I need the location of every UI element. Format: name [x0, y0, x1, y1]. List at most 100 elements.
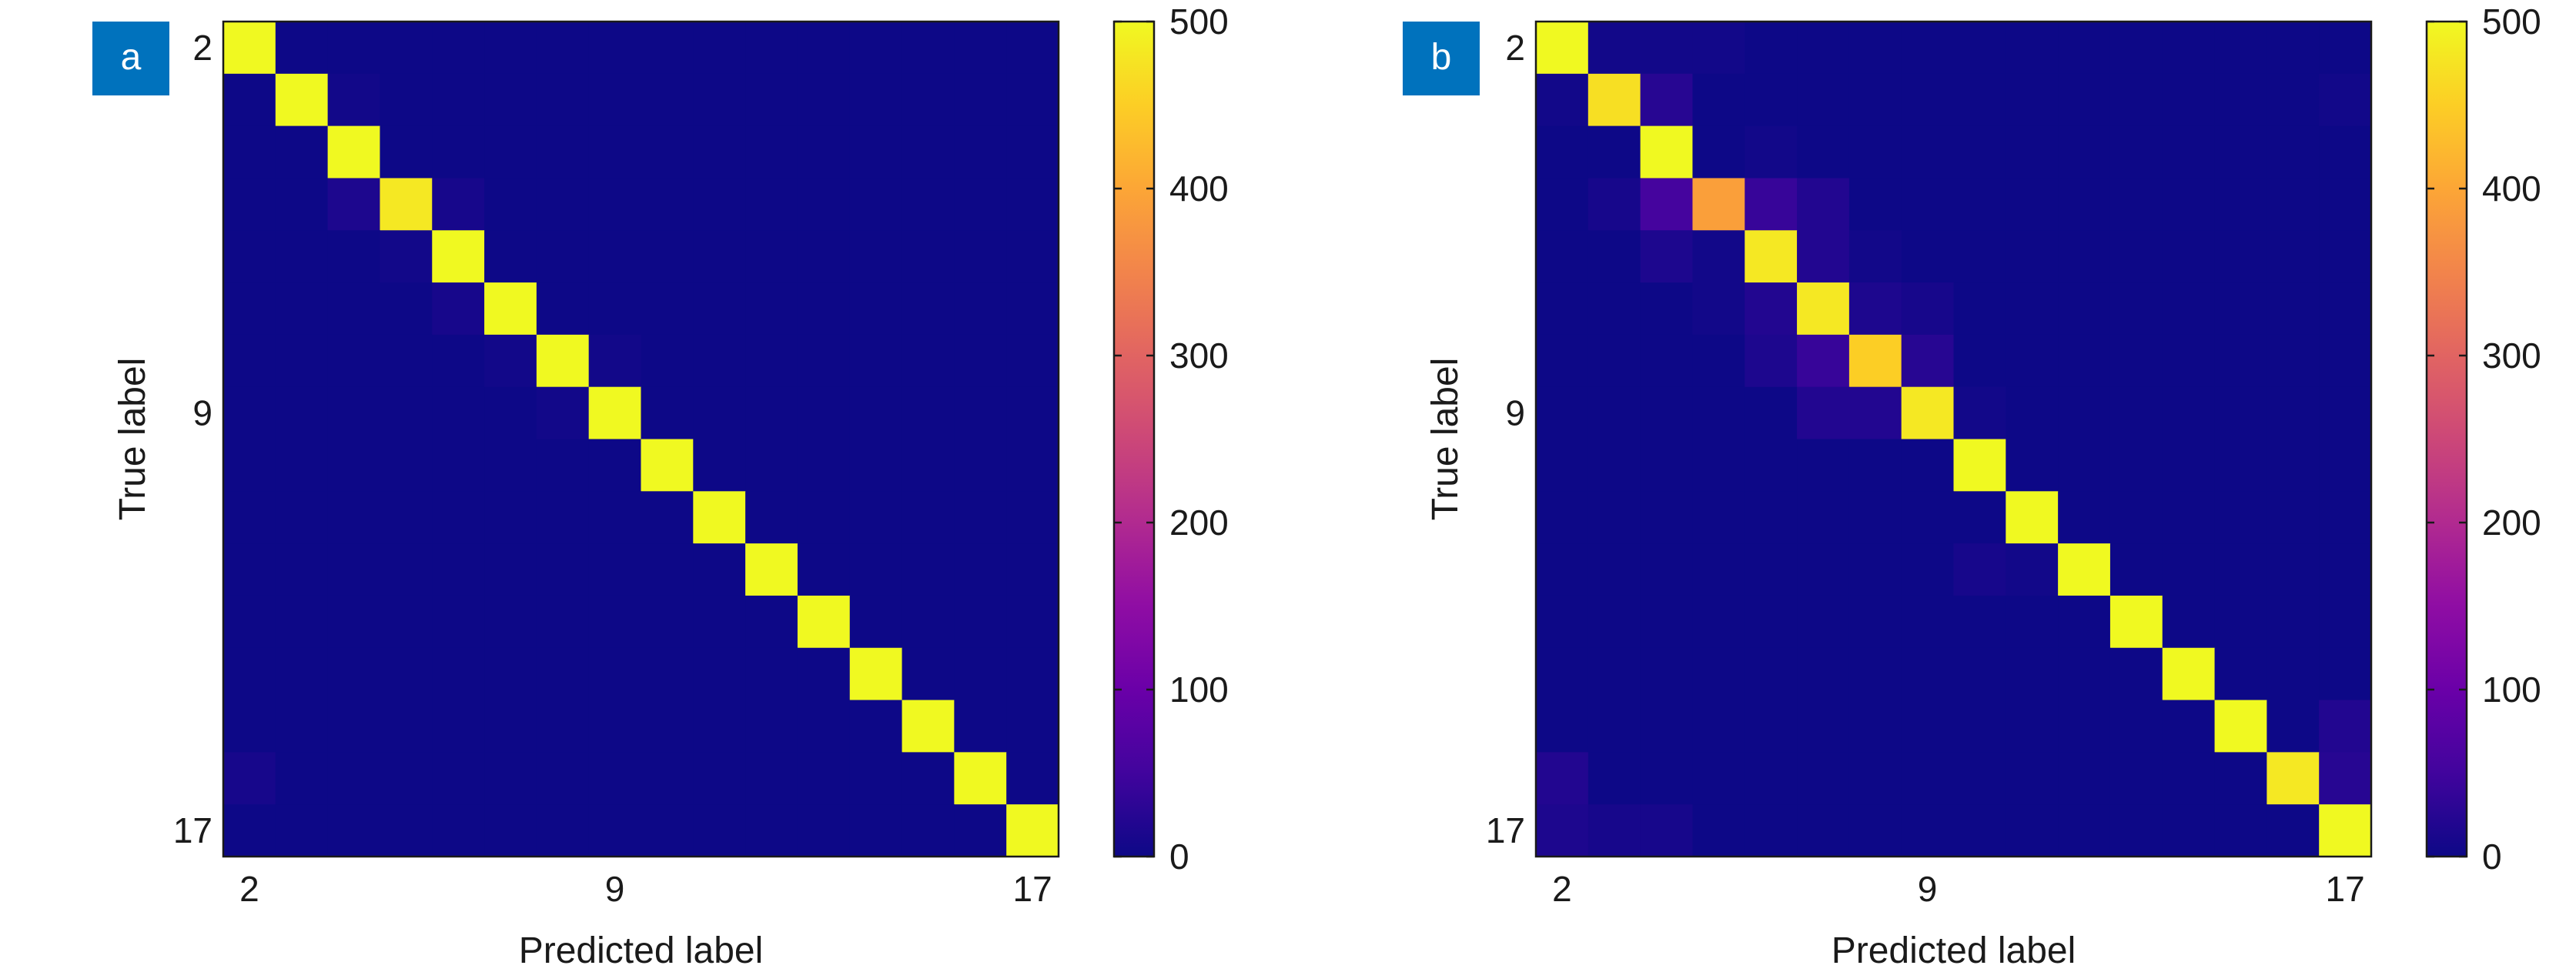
heatmap-cell-r13-c4 — [1640, 595, 1694, 649]
heatmap-cell-r2-c6 — [432, 22, 485, 75]
heatmap-cell-r7-c9 — [588, 282, 642, 336]
heatmap-cell-r12-c12 — [745, 543, 798, 596]
heatmap-cell-r12-c15 — [902, 543, 955, 596]
heatmap-cell-r9-c16 — [954, 386, 1007, 440]
y-tick-label: 9 — [192, 393, 212, 433]
heatmap-cell-r9-c17 — [1006, 386, 1059, 440]
heatmap-cell-r2-c14 — [2162, 22, 2216, 75]
heatmap-cell-r2-c2 — [1536, 22, 1589, 75]
heatmap-cell-r4-c7 — [1797, 125, 1850, 179]
heatmap-cell-r15-c8 — [1848, 700, 1902, 753]
heatmap-cell-r15-c12 — [2058, 700, 2111, 753]
heatmap-cell-r14-c15 — [902, 647, 955, 701]
heatmap-cell-r4-c9 — [1901, 125, 1955, 179]
heatmap-cell-r7-c13 — [2109, 282, 2163, 336]
heatmap-cell-r8-c10 — [1953, 334, 2006, 388]
heatmap-cell-r12-c7 — [484, 543, 537, 596]
heatmap-cell-r10-c4 — [327, 439, 381, 492]
heatmap-cell-r15-c7 — [1797, 700, 1850, 753]
heatmap-frame — [222, 20, 1060, 858]
heatmap-cell-r3-c8 — [536, 73, 590, 127]
heatmap-cell-r7-c3 — [1587, 282, 1641, 336]
heatmap-cell-r6-c12 — [2058, 230, 2111, 283]
heatmap-cell-r8-c13 — [2109, 334, 2163, 388]
heatmap-cell-r4-c15 — [902, 125, 955, 179]
heatmap-cell-r3-c9 — [588, 73, 642, 127]
heatmap-cell-r6-c3 — [275, 230, 329, 283]
heatmap-cell-r10-c6 — [432, 439, 485, 492]
heatmap-cell-r15-c11 — [693, 700, 746, 753]
heatmap-cell-r9-c9 — [1901, 386, 1955, 440]
heatmap-cell-r14-c7 — [1797, 647, 1850, 701]
colorbar-tick-label: 300 — [2482, 336, 2541, 376]
heatmap-cell-r15-c14 — [2162, 700, 2216, 753]
heatmap-cell-r6-c14 — [2162, 230, 2216, 283]
heatmap-cell-r14-c4 — [1640, 647, 1694, 701]
heatmap-cell-r12-c13 — [2109, 543, 2163, 596]
heatmap-cell-r6-c8 — [536, 230, 590, 283]
panel-badge-letter: b — [1431, 37, 1452, 78]
heatmap-cell-r4-c12 — [745, 125, 798, 179]
heatmap-cell-r14-c7 — [484, 647, 537, 701]
heatmap-cell-r6-c17 — [2319, 230, 2372, 283]
x-tick-label: 2 — [239, 869, 259, 909]
heatmap-cell-r11-c7 — [1797, 491, 1850, 544]
confusion-matrix-panel-b: 2 9 17 2 9 17 Predicted label True label b 0 100 20… — [1403, 2, 2541, 971]
heatmap-cell-r14-c8 — [536, 647, 590, 701]
heatmap-cell-r6-c10 — [1953, 230, 2006, 283]
heatmap-cell-r12-c11 — [693, 543, 746, 596]
heatmap-cell-r4-c4 — [327, 125, 381, 179]
heatmap-cell-r12-c12 — [2058, 543, 2111, 596]
heatmap-cell-r15-c3 — [275, 700, 329, 753]
heatmap-cell-r14-c14 — [2162, 647, 2216, 701]
heatmap-cell-r12-c14 — [849, 543, 903, 596]
heatmap-cell-r7-c8 — [1848, 282, 1902, 336]
heatmap-cell-r11-c17 — [2319, 491, 2372, 544]
heatmap-cell-r6-c16 — [954, 230, 1007, 283]
heatmap-cell-r5-c12 — [2058, 178, 2111, 231]
heatmap-cell-r11-c14 — [849, 491, 903, 544]
heatmap-cell-r11-c16 — [954, 491, 1007, 544]
heatmap-cell-r12-c8 — [536, 543, 590, 596]
heatmap-cell-r17-c17 — [2319, 804, 2372, 857]
heatmap-cell-r16-c11 — [2006, 752, 2059, 805]
heatmap-cell-r5-c13 — [797, 178, 851, 231]
heatmap-cell-r4-c7 — [484, 125, 537, 179]
colorbar: 0 100 200 300 400 500 — [2425, 2, 2541, 877]
heatmap-cell-r14-c10 — [641, 647, 694, 701]
heatmap-cell-r12-c17 — [2319, 543, 2372, 596]
heatmap-cell-r5-c8 — [536, 178, 590, 231]
heatmap-cell-r13-c6 — [432, 595, 485, 649]
heatmap-cell-r17-c7 — [484, 804, 537, 857]
heatmap-cell-r15-c13 — [2109, 700, 2163, 753]
heatmap-cell-r11-c8 — [1848, 491, 1902, 544]
heatmap-cell-r9-c6 — [1745, 386, 1798, 440]
heatmap-cell-r10-c11 — [2006, 439, 2059, 492]
heatmap-cell-r17-c7 — [1797, 804, 1850, 857]
heatmap-cell-r10-c7 — [1797, 439, 1850, 492]
heatmap-cell-r13-c3 — [275, 595, 329, 649]
heatmap-cell-r17-c17 — [1006, 804, 1059, 857]
heatmap-cell-r8-c7 — [1797, 334, 1850, 388]
heatmap-cell-r8-c8 — [536, 334, 590, 388]
heatmap-cell-r12-c4 — [1640, 543, 1694, 596]
heatmap-cell-r4-c6 — [1745, 125, 1798, 179]
heatmap-cell-r13-c5 — [1692, 595, 1745, 649]
heatmap-cell-r6-c8 — [1848, 230, 1902, 283]
heatmap-cell-r5-c11 — [693, 178, 746, 231]
heatmap-cell-r13-c13 — [797, 595, 851, 649]
colorbar-gradient — [1112, 20, 1156, 858]
heatmap-cell-r11-c6 — [1745, 491, 1798, 544]
heatmap-cell-r10-c16 — [2267, 439, 2320, 492]
colorbar-tick-label: 0 — [1169, 837, 1189, 877]
heatmap-cell-r6-c15 — [902, 230, 955, 283]
heatmap-cell-r10-c13 — [2109, 439, 2163, 492]
heatmap-cell-r10-c5 — [380, 439, 433, 492]
confusion-matrix-panel-a: 2 9 17 2 9 17 Predicted label True label a 0 100 20… — [92, 2, 1229, 971]
heatmap-cell-r10-c2 — [223, 439, 276, 492]
heatmap-cell-r8-c9 — [1901, 334, 1955, 388]
heatmap-cell-r10-c10 — [641, 439, 694, 492]
heatmap-cell-r2-c5 — [380, 22, 433, 75]
heatmap-cell-r17-c2 — [1536, 804, 1589, 857]
heatmap-cell-r2-c3 — [1587, 22, 1641, 75]
